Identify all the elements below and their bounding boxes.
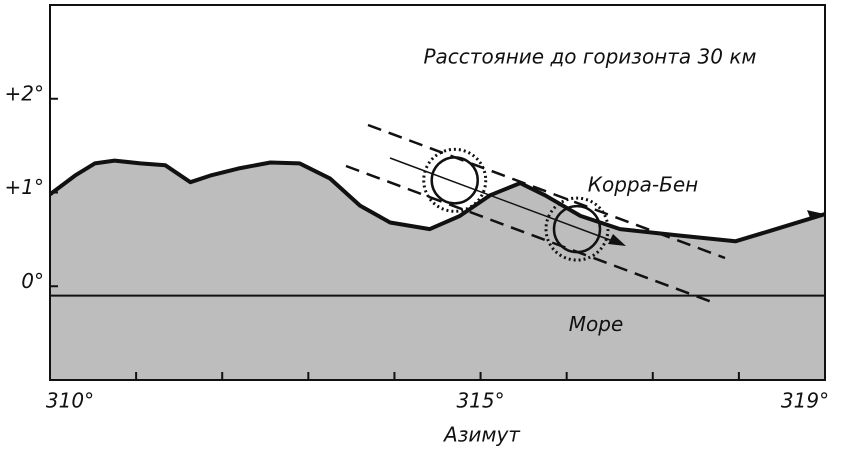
sun-path [389, 157, 619, 244]
sun-path-dashed [367, 123, 726, 260]
sun-corona [544, 196, 610, 262]
y-tick-label: 0° [21, 269, 44, 293]
y-tick-label: +2° [5, 81, 44, 105]
plot [48, 4, 826, 381]
x-tick-label: 319° [781, 389, 829, 413]
chart-title: Расстояние до горизонта 30 км [423, 45, 756, 69]
horizon-line [48, 158, 826, 244]
y-tick-label: +1° [5, 175, 44, 199]
land-area [50, 160, 825, 380]
sun-corona [422, 147, 488, 213]
arrow-head [807, 210, 825, 221]
x-tick-label: 310° [46, 389, 94, 413]
arrow-head [608, 234, 626, 246]
sun [430, 156, 479, 205]
sea-label: Море [569, 312, 624, 336]
x-tick-label: 315° [456, 389, 504, 413]
sun [552, 204, 602, 254]
peak-label: Корра-Бен [588, 173, 698, 197]
x-axis-label: Азимут [442, 423, 521, 447]
